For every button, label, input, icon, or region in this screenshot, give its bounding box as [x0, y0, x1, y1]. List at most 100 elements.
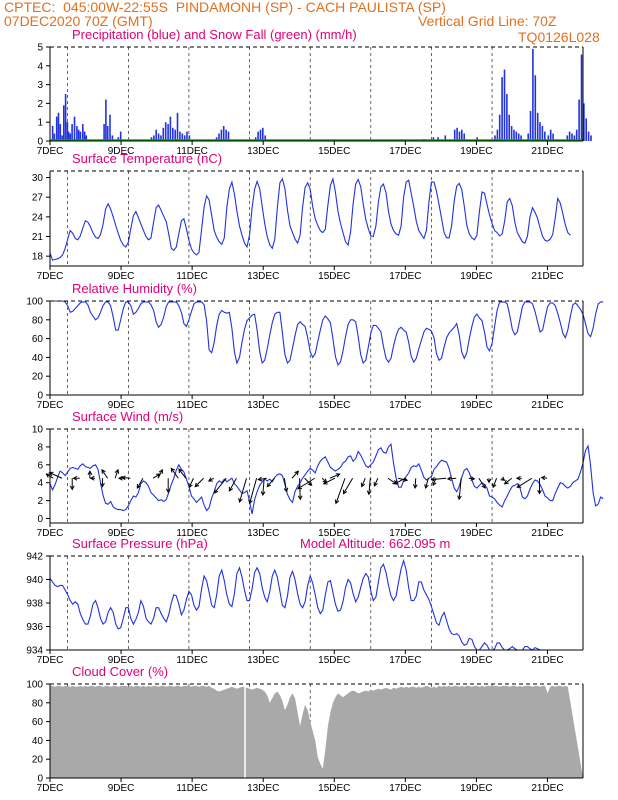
precip-bar [529, 110, 532, 141]
wind-vector [492, 478, 498, 488]
precip-bar [186, 131, 188, 141]
precip-bar [549, 129, 552, 141]
precip-bar [222, 126, 225, 141]
precip-bar [515, 131, 518, 141]
wind-vector-head [178, 468, 183, 474]
precip-bar [73, 116, 76, 141]
rh-ytick-label: 40 [32, 353, 44, 364]
wind-vector-head [266, 482, 272, 488]
header-gridline: Vertical Grid Line: 70Z [418, 13, 557, 29]
header-code: TQ0126L028 [518, 29, 600, 45]
precip-bar [227, 131, 230, 141]
cloud-xtick-label: 11DEC [176, 783, 208, 794]
precip-bar [456, 127, 458, 141]
pres-xtick-label: 19DEC [460, 655, 492, 666]
precip-bar [215, 137, 218, 141]
precip-xtick-label: 19DEC [460, 146, 492, 157]
temp-xtick-label: 11DEC [176, 271, 208, 282]
precip-bar [183, 135, 186, 141]
wind-vector [425, 478, 429, 489]
precip-bar [463, 133, 465, 141]
wind-vector-head [432, 481, 437, 487]
precip-bar [544, 131, 546, 141]
rh-xtick-label: 7DEC [37, 400, 64, 411]
precip-bar [494, 135, 496, 141]
wind-series-line [49, 442, 604, 515]
wind-vector-head [87, 470, 93, 475]
precip-bar [174, 129, 176, 141]
rh-ytick-label: 0 [37, 391, 43, 402]
wind-vector-head [165, 488, 171, 494]
precip-bar [444, 135, 447, 141]
pres-ytick-label: 936 [26, 622, 43, 633]
precip-bar [66, 122, 69, 141]
wind-xtick-label: 7DEC [37, 528, 64, 539]
precip-bar [262, 127, 264, 141]
wind-vector-head [296, 485, 302, 490]
wind-vector-head [248, 499, 253, 505]
precip-xtick-label: 9DEC [108, 146, 135, 157]
precip-bar [64, 94, 67, 141]
wind-vector-head [117, 475, 123, 481]
precip-bar [59, 124, 62, 141]
temp-xtick-label: 9DEC [108, 271, 135, 282]
temp-xtick-label: 17DEC [389, 271, 421, 282]
cloud-ytick-label: 80 [32, 698, 44, 709]
temp-series-line [49, 176, 571, 261]
precip-bar [176, 112, 179, 141]
precip-xtick-label: 11DEC [176, 146, 208, 157]
precip-bar [259, 129, 262, 141]
cloud-ytick-label: 40 [32, 736, 44, 747]
precip-bar [169, 116, 172, 141]
wind-vector-head [170, 467, 176, 473]
temp-xtick-label: 19DEC [460, 271, 492, 282]
cloud-ytick-label: 60 [32, 717, 44, 728]
precip-bar [503, 69, 506, 141]
wind-vector [343, 477, 354, 494]
wind-vector-head [503, 479, 509, 485]
rh-xtick-label: 21DEC [531, 400, 563, 411]
precip-xtick-label: 7DEC [37, 146, 64, 157]
pres-xtick-label: 21DEC [531, 655, 563, 666]
wind-vector-head [257, 476, 263, 482]
temp-ytick-label: 18 [32, 252, 44, 263]
precip-bar [225, 129, 227, 141]
wind-vector [368, 478, 371, 495]
wind-vector [136, 477, 144, 489]
rh-ytick-label: 80 [32, 315, 44, 326]
wind-vector [361, 478, 366, 487]
wind-vector-head [114, 468, 120, 474]
precip-xtick-label: 17DEC [389, 146, 421, 157]
wind-vector [114, 469, 119, 479]
precip-ytick-label: 4 [37, 61, 43, 72]
temp-ytick-label: 27 [32, 193, 44, 204]
rh-ytick-label: 100 [26, 297, 43, 308]
wind-vector [335, 478, 346, 504]
precip-bar [517, 133, 520, 141]
precip-ytick-label: 0 [37, 137, 43, 148]
wind-vector [431, 477, 447, 481]
wind-vector-head [373, 481, 378, 487]
cloud-xtick-label: 19DEC [460, 783, 492, 794]
wind-vector [447, 477, 457, 480]
wind-vector-head [393, 480, 399, 485]
precip-bar [172, 127, 174, 141]
cloud-title: Cloud Cover (%) [72, 664, 168, 679]
precip-bar [53, 133, 56, 141]
precip-bar [583, 103, 585, 141]
precip-bar [77, 129, 80, 141]
precip-bar [153, 135, 155, 141]
precip-bar [105, 99, 107, 141]
precip-bar [510, 126, 513, 141]
precip-bar [150, 137, 153, 141]
pres-xtick-label: 17DEC [389, 655, 421, 666]
wind-vector-head [120, 475, 126, 481]
wind-vector [121, 477, 131, 479]
precip-bar [458, 131, 461, 141]
wind-vector-head [342, 489, 348, 495]
precip-bar [67, 131, 70, 141]
wind-xtick-label: 19DEC [460, 528, 492, 539]
wind-xtick-label: 15DEC [318, 528, 350, 539]
wind-vector [262, 478, 265, 496]
precip-bar [155, 129, 157, 141]
